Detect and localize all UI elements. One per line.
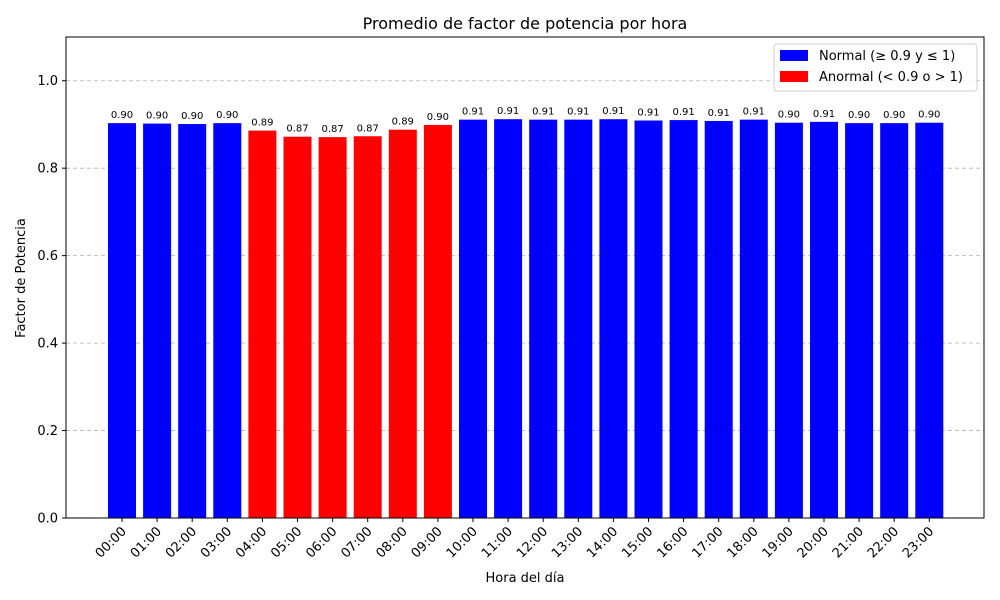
data-label: 0.90 [216, 110, 238, 121]
x-axis-ticks: 00:0001:0002:0003:0004:0005:0006:0007:00… [93, 518, 937, 561]
y-tick-label: 0.4 [37, 337, 58, 352]
data-label: 0.91 [462, 107, 484, 118]
bar-1500 [634, 120, 663, 518]
x-tick-label: 03:00 [198, 524, 235, 561]
x-tick-label: 01:00 [128, 524, 165, 561]
y-axis-label: Factor de Potencia [14, 218, 29, 338]
bar-1700 [704, 120, 733, 518]
x-tick-label: 06:00 [303, 524, 340, 561]
x-tick-label: 18:00 [725, 524, 762, 561]
y-tick-label: 0.8 [37, 162, 58, 177]
data-label: 0.91 [813, 109, 835, 120]
y-tick-label: 0.2 [37, 424, 58, 439]
data-label: 0.90 [146, 111, 168, 122]
data-label: 0.89 [251, 118, 273, 129]
x-axis-label: Hora del día [486, 571, 565, 586]
data-label: 0.91 [497, 106, 519, 117]
y-axis-ticks: 0.0 0.2 0.4 0.6 0.8 1.0 [37, 74, 66, 527]
x-tick-label: 23:00 [900, 524, 937, 561]
bar-1100 [494, 119, 523, 518]
data-label: 0.91 [532, 107, 554, 118]
x-tick-label: 10:00 [444, 524, 481, 561]
x-tick-label: 00:00 [93, 524, 130, 561]
bar-1300 [564, 119, 593, 519]
bar-2100 [845, 123, 874, 518]
bar-0100 [143, 123, 172, 518]
x-tick-label: 04:00 [233, 524, 270, 561]
bar-0000 [108, 123, 136, 518]
x-tick-label: 19:00 [760, 524, 797, 561]
bar-1400 [599, 119, 628, 518]
data-label: 0.87 [321, 124, 343, 135]
data-label: 0.90 [111, 110, 133, 121]
data-label: 0.91 [672, 107, 694, 118]
bar-1200 [529, 119, 558, 519]
data-label: 0.91 [637, 108, 659, 119]
x-tick-label: 20:00 [795, 524, 832, 561]
bar-1900 [774, 122, 803, 519]
y-tick-label: 1.0 [37, 74, 58, 89]
legend-swatch-normal [780, 50, 808, 61]
legend-label-normal: Normal (≥ 0.9 y ≤ 1) [819, 49, 955, 64]
data-label: 0.91 [708, 108, 730, 119]
bar-1000 [459, 119, 487, 519]
x-tick-label: 05:00 [268, 524, 305, 561]
plot-frame [65, 36, 985, 519]
x-tick-label: 16:00 [654, 524, 691, 561]
bar-0900 [423, 124, 452, 518]
legend: Normal (≥ 0.9 y ≤ 1) Anormal (< 0.9 o > … [773, 43, 978, 92]
data-label: 0.90 [181, 111, 203, 122]
x-tick-label: 21:00 [830, 524, 867, 561]
data-label: 0.91 [602, 106, 624, 117]
x-tick-label: 08:00 [374, 524, 411, 561]
bar-0800 [388, 129, 417, 518]
data-label: 0.87 [286, 124, 308, 135]
bar-0700 [353, 136, 382, 518]
bar-0300 [213, 123, 242, 518]
bar-1600 [669, 120, 698, 518]
bar-2000 [810, 121, 838, 519]
bar-2300 [915, 122, 944, 519]
bar-0500 [283, 136, 312, 518]
x-tick-label: 11:00 [479, 524, 516, 561]
data-label: 0.90 [848, 110, 870, 121]
x-tick-label: 17:00 [689, 524, 726, 561]
x-tick-label: 07:00 [338, 524, 375, 561]
data-labels-group: 0.90 0.90 0.90 0.90 0.89 0.87 0.87 0.87 0.89 0.90… [111, 106, 941, 135]
chart-title: Promedio de factor de potencia por hora [363, 14, 688, 33]
y-tick-label: 0.6 [37, 249, 58, 264]
legend-box [773, 43, 978, 92]
x-tick-label: 02:00 [163, 524, 200, 561]
data-label: 0.90 [918, 110, 940, 121]
x-tick-label: 15:00 [619, 524, 656, 561]
bar-0200 [178, 124, 207, 518]
data-label: 0.91 [743, 107, 765, 118]
data-label: 0.87 [357, 123, 379, 134]
x-tick-label: 14:00 [584, 524, 621, 561]
data-label: 0.90 [778, 110, 800, 121]
bar-0600 [318, 137, 347, 519]
bar-0400 [248, 130, 277, 519]
legend-swatch-abnormal [780, 71, 808, 82]
data-label: 0.90 [427, 112, 449, 123]
y-tick-label: 0.0 [37, 512, 58, 527]
bar-2200 [880, 123, 909, 518]
x-tick-label: 22:00 [865, 524, 902, 561]
x-tick-label: 13:00 [549, 524, 586, 561]
data-label: 0.89 [392, 117, 414, 128]
data-label: 0.91 [567, 107, 589, 118]
legend-label-abnormal: Anormal (< 0.9 o > 1) [819, 70, 963, 85]
bars-group [108, 119, 944, 519]
bar-1800 [739, 119, 768, 519]
data-label: 0.90 [883, 110, 905, 121]
x-tick-label: 12:00 [514, 524, 551, 561]
x-tick-label: 09:00 [409, 524, 446, 561]
